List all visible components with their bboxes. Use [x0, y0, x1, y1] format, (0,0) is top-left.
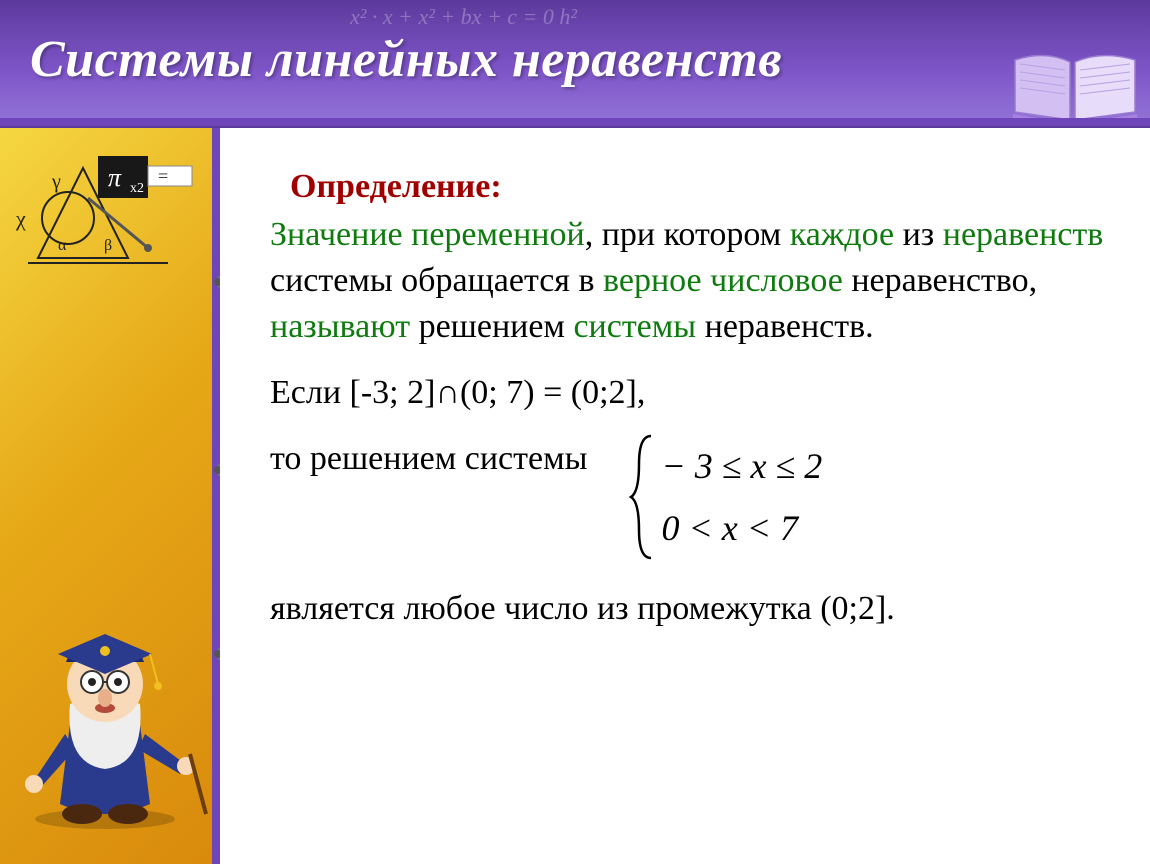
def-highlight: Значение переменной [270, 216, 585, 253]
def-highlight: неравенств [943, 216, 1104, 253]
svg-text:x2: x2 [130, 181, 144, 196]
svg-text:=: = [158, 166, 168, 186]
system-of-inequalities: − 3 ≤ x ≤ 2 0 < x < 7 [627, 432, 822, 562]
math-instruments-icon: π x2 = χ γ α β [8, 148, 198, 278]
definition-heading: Определение: [290, 168, 1110, 206]
def-highlight: каждое [790, 216, 894, 253]
inequality-line-1: − 3 ≤ x ≤ 2 [661, 435, 822, 497]
solution-lead-text: то решением системы [270, 432, 587, 478]
sidebar: π x2 = χ γ α β [0, 128, 212, 864]
def-text: из [894, 216, 943, 253]
svg-text:α: α [58, 237, 67, 254]
def-highlight: называют [270, 308, 410, 345]
professor-character-icon [10, 604, 210, 834]
header: x² · x + x² + bx + c = 0 h² Системы лине… [0, 0, 1150, 118]
inequality-line-2: 0 < x < 7 [661, 497, 822, 559]
def-text: неравенств. [696, 308, 874, 345]
header-bg-formula: x² · x + x² + bx + c = 0 h² [350, 4, 1000, 28]
system-row: то решением системы − 3 ≤ x ≤ 2 0 < x < … [270, 432, 1110, 562]
svg-text:β: β [104, 237, 112, 254]
system-lines: − 3 ≤ x ≤ 2 0 < x < 7 [657, 435, 822, 559]
content-area: Определение: Значение переменной, при ко… [220, 128, 1150, 864]
def-highlight: системы [573, 308, 696, 345]
def-text: , при котором [585, 216, 790, 253]
slide-title: Системы линейных неравенств [30, 30, 782, 89]
svg-text:π: π [108, 163, 122, 192]
def-text: неравенство, [843, 262, 1037, 299]
def-text: системы обращается в [270, 262, 603, 299]
conclusion-text: является любое число из промежутка (0;2]… [270, 590, 1110, 628]
slide-root: x² · x + x² + bx + c = 0 h² Системы лине… [0, 0, 1150, 864]
intersection-expression: Если [-3; 2]∩(0; 7) = (0;2], [270, 374, 1110, 412]
svg-text:γ: γ [51, 171, 61, 193]
header-divider [0, 118, 1150, 128]
def-highlight: верное числовое [603, 262, 843, 299]
def-text: решением [410, 308, 573, 345]
definition-paragraph: Значение переменной, при котором каждое … [270, 212, 1110, 350]
svg-text:χ: χ [15, 206, 26, 231]
